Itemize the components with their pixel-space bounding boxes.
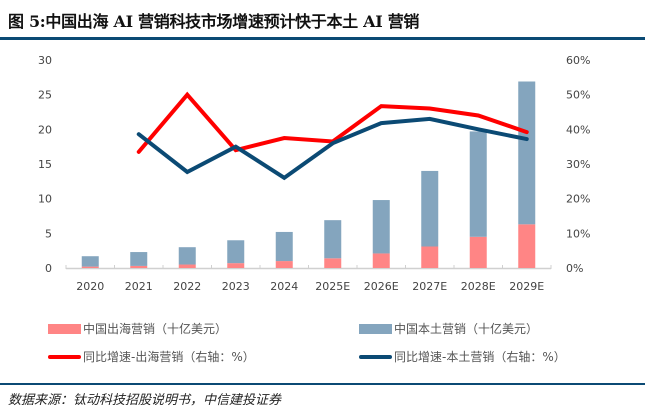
y2-tick-label: 40%: [566, 123, 590, 136]
y2-tick-label: 50%: [566, 89, 590, 102]
bar-overseas: [81, 266, 99, 268]
y-tick-label: 20: [38, 123, 52, 136]
title-rule: [0, 37, 645, 40]
figure-title: 图 5:中国出海 AI 营销科技市场增速预计快于本土 AI 营销: [8, 12, 420, 31]
legend-label-domestic-line: 同比增速-本土营销（右轴：%）: [394, 350, 566, 364]
y2-tick-label: 20%: [566, 193, 590, 206]
x-tick-label: 2022: [173, 280, 201, 293]
bar-domestic: [81, 256, 99, 267]
x-tick-label: 2029E: [509, 280, 544, 293]
right-axis: 0% 10% 20% 30% 40% 50% 60%: [566, 54, 590, 275]
legend-item-overseas-bar: 中国出海营销（十亿美元）: [48, 320, 227, 337]
y2-tick-label: 0%: [566, 262, 583, 275]
x-tick-label: 2020: [76, 280, 104, 293]
y2-tick-label: 30%: [566, 158, 590, 171]
x-tick-label: 2021: [125, 280, 153, 293]
bar-overseas: [275, 261, 293, 268]
bar-domestic: [324, 220, 342, 259]
bar-domestic: [372, 200, 390, 254]
bar-domestic: [130, 252, 148, 266]
y-tick-label: 15: [38, 158, 52, 171]
bar-overseas: [227, 263, 245, 268]
lines: [136, 91, 529, 181]
x-axis: 2020 2021 2022 2023 2024 2025E 2026E 2027E 2028E…: [65, 265, 552, 293]
bar-domestic: [469, 131, 487, 237]
legend-item-domestic-line: 同比增速-本土营销（右轴：%）: [359, 348, 566, 365]
x-tick-label: 2023: [222, 280, 250, 293]
bar-domestic: [518, 81, 536, 225]
bar-overseas: [178, 264, 196, 268]
bar-domestic: [421, 170, 439, 247]
bar-overseas: [372, 253, 390, 268]
bar-overseas: [518, 224, 536, 268]
y2-tick-label: 60%: [566, 54, 590, 67]
legend-item-domestic-bar: 中国本土营销（十亿美元）: [359, 320, 538, 337]
x-tick-label: 2027E: [412, 280, 447, 293]
bar-overseas: [469, 236, 487, 268]
x-tick-label: 2026E: [364, 280, 399, 293]
x-tick-label: 2024: [270, 280, 298, 293]
legend-swatch-overseas-line: [48, 354, 81, 359]
legend-item-overseas-line: 同比增速-出海营销（右轴：%）: [48, 348, 255, 365]
bar-overseas: [324, 258, 342, 268]
x-tick-label: 2025E: [315, 280, 350, 293]
y-tick-label: 0: [45, 262, 52, 275]
y2-tick-label: 10%: [566, 227, 590, 240]
legend-label-domestic-bar: 中国本土营销（十亿美元）: [394, 322, 539, 336]
y-tick-label: 30: [38, 54, 52, 67]
y-tick-label: 10: [38, 193, 52, 206]
bar-domestic: [275, 231, 293, 262]
legend-label-overseas-line: 同比增速-出海营销（右轴：%）: [83, 350, 255, 364]
legend-swatch-overseas-bar: [48, 323, 81, 334]
source-rule: [0, 383, 645, 385]
left-axis: 0 5 10 15 20 25 30: [38, 54, 52, 275]
legend-swatch-domestic-line: [359, 354, 392, 359]
source-note: 数据来源：钛动科技招股说明书，中信建投证券: [8, 393, 282, 408]
bar-domestic: [178, 247, 196, 265]
bar-domestic: [227, 240, 245, 264]
legend-swatch-domestic-bar: [359, 323, 392, 334]
y-tick-label: 5: [45, 227, 52, 240]
bar-overseas: [421, 246, 439, 268]
y-tick-label: 25: [38, 89, 52, 102]
bar-overseas: [130, 265, 148, 268]
line-domestic-growth: [136, 116, 529, 181]
legend-label-overseas-bar: 中国出海营销（十亿美元）: [83, 322, 228, 336]
x-tick-label: 2028E: [461, 280, 496, 293]
bars: [81, 81, 536, 268]
